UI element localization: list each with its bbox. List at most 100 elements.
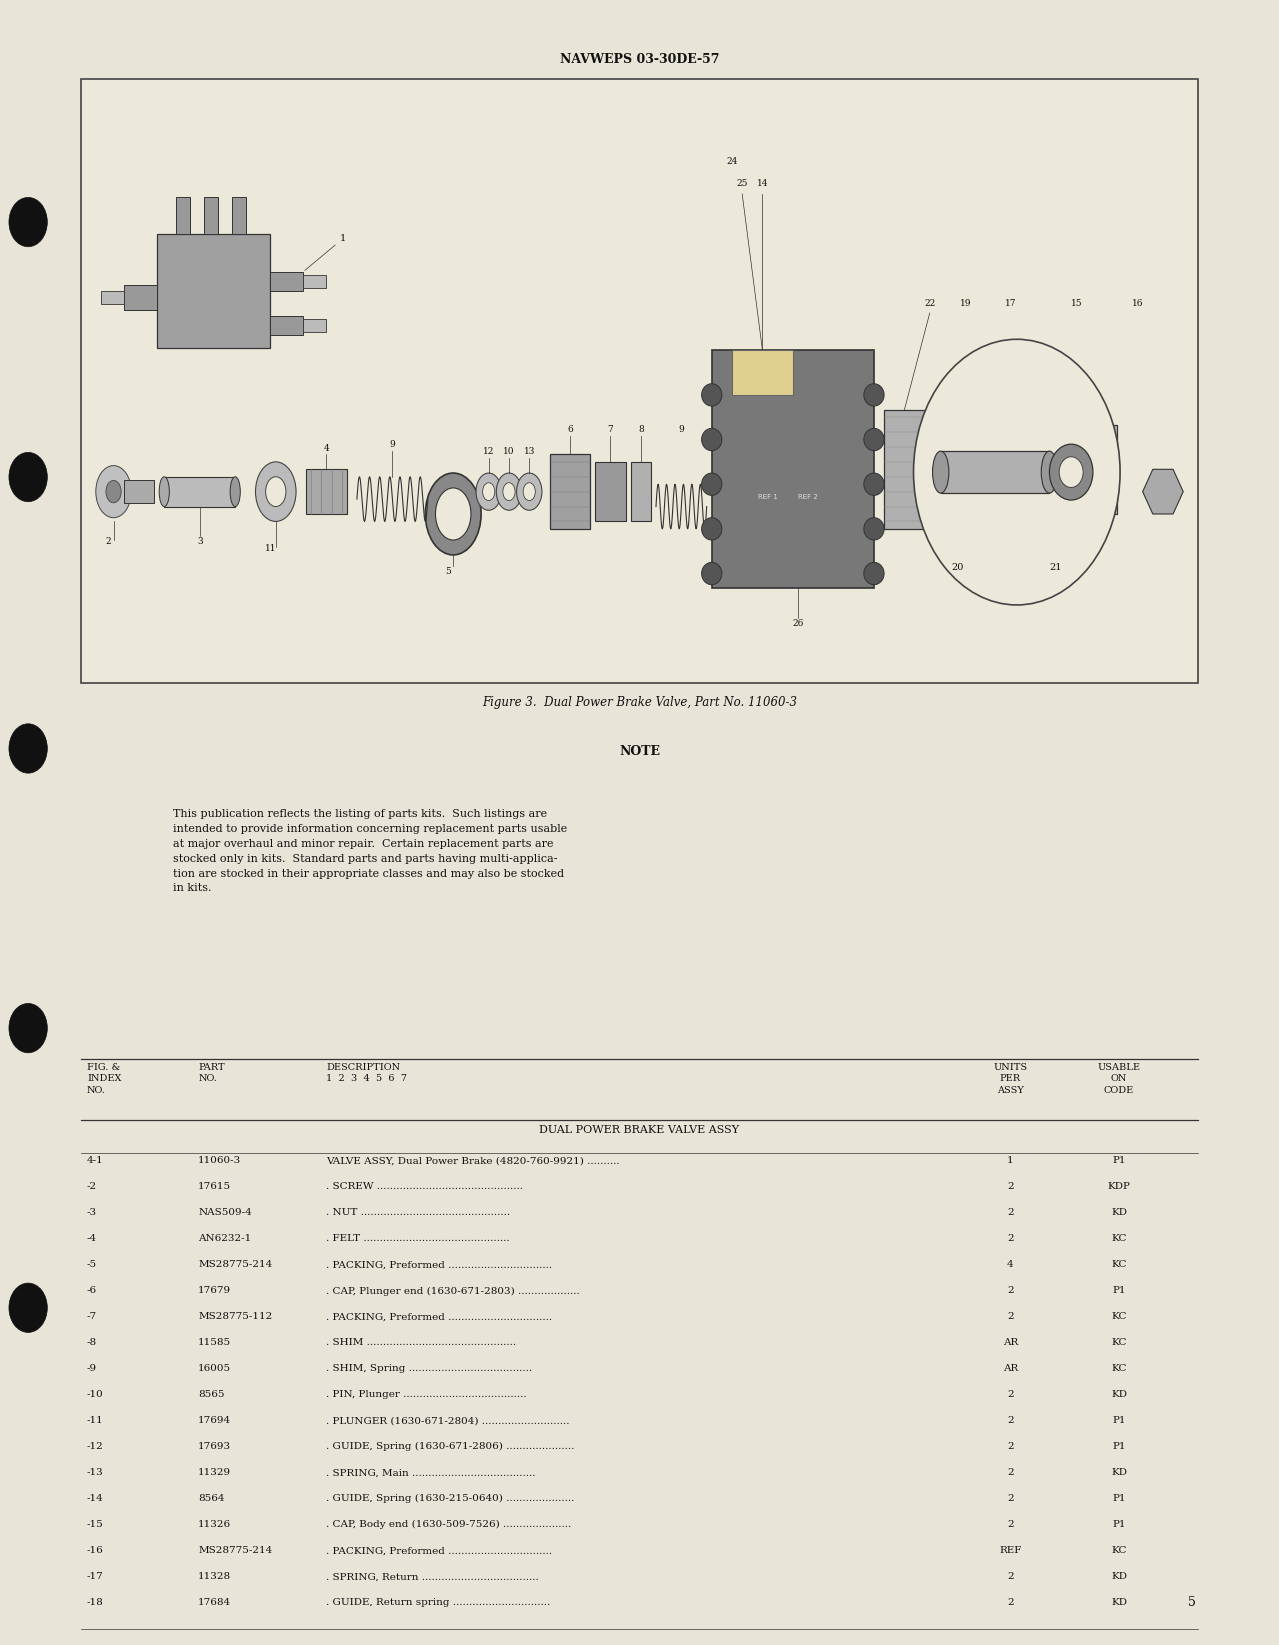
Bar xyxy=(631,462,651,521)
Text: 1: 1 xyxy=(1007,1156,1014,1165)
Text: 22: 22 xyxy=(925,298,935,308)
Text: VALVE ASSY, Dual Power Brake (4820-760-9921) ..........: VALVE ASSY, Dual Power Brake (4820-760-9… xyxy=(326,1156,620,1165)
Text: . SPRING, Main ......................................: . SPRING, Main .........................… xyxy=(326,1469,536,1477)
Text: 2: 2 xyxy=(1007,1573,1014,1581)
Bar xyxy=(306,469,347,513)
FancyBboxPatch shape xyxy=(81,79,1198,683)
Circle shape xyxy=(9,197,47,247)
Text: MS28775-214: MS28775-214 xyxy=(198,1546,272,1555)
Text: -11: -11 xyxy=(87,1416,104,1425)
Text: 17693: 17693 xyxy=(198,1443,231,1451)
Text: KC: KC xyxy=(1111,1234,1127,1244)
Circle shape xyxy=(266,477,286,507)
Text: 16005: 16005 xyxy=(198,1364,231,1374)
Text: 6: 6 xyxy=(567,424,573,434)
Text: -2: -2 xyxy=(87,1183,97,1191)
Text: KC: KC xyxy=(1111,1364,1127,1374)
Text: 12: 12 xyxy=(483,447,495,456)
Bar xyxy=(595,462,625,521)
Text: . CAP, Plunger end (1630-671-2803) ...................: . CAP, Plunger end (1630-671-2803) .....… xyxy=(326,1286,579,1296)
Circle shape xyxy=(9,724,47,773)
Text: KD: KD xyxy=(1111,1573,1127,1581)
Text: . SCREW .............................................: . SCREW ................................… xyxy=(326,1183,523,1191)
Text: . FELT .............................................: . FELT .................................… xyxy=(326,1234,510,1244)
Text: REF 1: REF 1 xyxy=(757,494,778,500)
Ellipse shape xyxy=(932,451,949,493)
Text: 2: 2 xyxy=(1007,1443,1014,1451)
Text: PART
NO.: PART NO. xyxy=(198,1063,225,1084)
Text: 4: 4 xyxy=(1007,1260,1014,1270)
Text: . PLUNGER (1630-671-2804) ...........................: . PLUNGER (1630-671-2804) ..............… xyxy=(326,1416,569,1425)
Text: KD: KD xyxy=(1111,1469,1127,1477)
Text: . SPRING, Return ....................................: . SPRING, Return .......................… xyxy=(326,1573,538,1581)
Ellipse shape xyxy=(863,563,884,584)
Text: 1: 1 xyxy=(304,234,347,270)
Text: 11585: 11585 xyxy=(198,1339,231,1347)
Text: 11: 11 xyxy=(265,544,276,553)
Text: . GUIDE, Spring (1630-215-0640) .....................: . GUIDE, Spring (1630-215-0640) ........… xyxy=(326,1494,574,1504)
Text: DESCRIPTION
1  2  3  4  5  6  7: DESCRIPTION 1 2 3 4 5 6 7 xyxy=(326,1063,407,1084)
Text: 2: 2 xyxy=(1007,1494,1014,1504)
Circle shape xyxy=(9,1003,47,1053)
Text: -14: -14 xyxy=(87,1494,104,1504)
Text: 2: 2 xyxy=(1007,1520,1014,1530)
Text: 2: 2 xyxy=(1007,1209,1014,1217)
Text: KD: KD xyxy=(1111,1390,1127,1400)
Ellipse shape xyxy=(702,563,721,584)
Text: -6: -6 xyxy=(87,1286,97,1295)
Ellipse shape xyxy=(971,447,990,492)
Text: -3: -3 xyxy=(87,1209,97,1217)
Ellipse shape xyxy=(159,477,169,507)
Bar xyxy=(303,275,326,288)
Text: . PACKING, Preformed ................................: . PACKING, Preformed ...................… xyxy=(326,1546,553,1555)
Circle shape xyxy=(1049,444,1092,500)
Text: 26: 26 xyxy=(792,619,803,628)
Text: KC: KC xyxy=(1111,1313,1127,1321)
Text: KC: KC xyxy=(1111,1260,1127,1270)
Text: -18: -18 xyxy=(87,1599,104,1607)
Circle shape xyxy=(256,462,295,521)
Text: 20: 20 xyxy=(952,563,964,572)
Text: . GUIDE, Return spring ..............................: . GUIDE, Return spring .................… xyxy=(326,1599,550,1607)
Text: P1: P1 xyxy=(1113,1494,1126,1504)
Bar xyxy=(270,271,303,291)
Bar xyxy=(884,410,925,530)
Text: 17684: 17684 xyxy=(198,1599,231,1607)
Circle shape xyxy=(426,474,481,554)
Text: . NUT ..............................................: . NUT ..................................… xyxy=(326,1209,510,1217)
Text: 2: 2 xyxy=(1007,1469,1014,1477)
Text: 4: 4 xyxy=(324,444,330,452)
Text: 14: 14 xyxy=(757,179,769,189)
Text: 17615: 17615 xyxy=(198,1183,231,1191)
Text: AR: AR xyxy=(1003,1339,1018,1347)
Bar xyxy=(270,316,303,336)
Text: 24: 24 xyxy=(726,158,738,166)
Text: 3: 3 xyxy=(197,536,202,546)
Text: 4-1: 4-1 xyxy=(87,1156,104,1165)
Text: USABLE
ON
CODE: USABLE ON CODE xyxy=(1097,1063,1141,1096)
Ellipse shape xyxy=(702,474,721,495)
Ellipse shape xyxy=(702,518,721,540)
Bar xyxy=(164,477,235,507)
Text: KC: KC xyxy=(1111,1546,1127,1555)
Text: NAS509-4: NAS509-4 xyxy=(198,1209,252,1217)
Text: Figure 3.  Dual Power Brake Valve, Part No. 11060-3: Figure 3. Dual Power Brake Valve, Part N… xyxy=(482,696,797,709)
Text: 2: 2 xyxy=(1007,1313,1014,1321)
Text: -13: -13 xyxy=(87,1469,104,1477)
Bar xyxy=(205,197,219,235)
Text: DUAL POWER BRAKE VALVE ASSY: DUAL POWER BRAKE VALVE ASSY xyxy=(540,1125,739,1135)
Text: 9: 9 xyxy=(678,424,684,434)
Text: . PACKING, Preformed ................................: . PACKING, Preformed ...................… xyxy=(326,1313,553,1321)
Text: KC: KC xyxy=(1111,1339,1127,1347)
Circle shape xyxy=(435,489,471,540)
Text: 11326: 11326 xyxy=(198,1520,231,1530)
Ellipse shape xyxy=(1041,451,1058,493)
Text: REF: REF xyxy=(999,1546,1022,1555)
Text: 5: 5 xyxy=(445,566,451,576)
Text: 13: 13 xyxy=(523,447,535,456)
Circle shape xyxy=(927,443,963,495)
Text: MS28775-214: MS28775-214 xyxy=(198,1260,272,1270)
Text: 8564: 8564 xyxy=(198,1494,225,1504)
Bar xyxy=(233,197,247,235)
Text: 9: 9 xyxy=(390,439,395,449)
